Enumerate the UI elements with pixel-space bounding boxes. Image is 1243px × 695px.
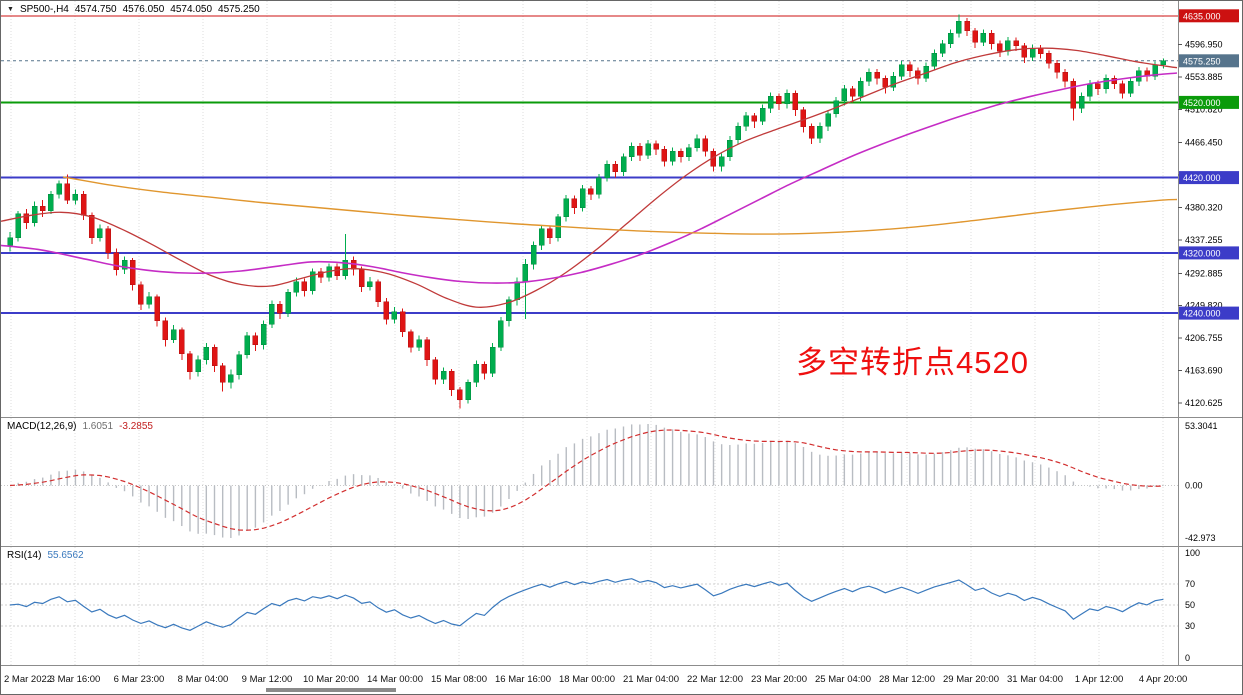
main-price-chart[interactable]: 4596.9504553.8854510.8204466.4504423.320… (1, 1, 1243, 417)
macd-main-value: 1.6051 (82, 421, 114, 432)
chart-header: ▼ SP500-,H4 4574.750 4576.050 4574.050 4… (7, 4, 260, 15)
time-axis-label: 31 Mar 04:00 (1007, 674, 1063, 685)
time-axis-label: 14 Mar 00:00 (367, 674, 423, 685)
rsi-panel: 100 70 50 30 0 RSI(14) 55.6562 (1, 547, 1242, 665)
svg-text:0: 0 (1185, 653, 1190, 663)
ma-slow-orange[interactable] (62, 176, 1178, 235)
open-value: 4574.750 (74, 4, 117, 15)
macd-signal-line (9, 429, 1164, 531)
svg-text:4380.320: 4380.320 (1185, 203, 1223, 213)
current-price-tag: 4575.250 (1179, 54, 1239, 68)
rsi-level-lines (1, 583, 1178, 627)
time-axis-label: 9 Mar 12:00 (241, 674, 293, 685)
ma-fast-red[interactable] (1, 47, 1178, 308)
rsi-label: RSI(14) 55.6562 (7, 550, 84, 561)
macd-label: MACD(12,26,9) 1.6051 -3.2855 (7, 421, 153, 432)
time-axis-label: 28 Mar 12:00 (879, 674, 935, 685)
svg-text:53.3041: 53.3041 (1185, 421, 1218, 431)
macd-axis: 53.3041 0.00 -42.973 (1185, 421, 1218, 543)
svg-text:4520.000: 4520.000 (1183, 98, 1221, 108)
gridlines (10, 418, 1164, 546)
time-axis-label: 3 Mar 16:00 (49, 674, 101, 685)
svg-text:100: 100 (1185, 548, 1200, 558)
svg-text:70: 70 (1185, 579, 1195, 589)
time-axis-label: 15 Mar 08:00 (431, 674, 487, 685)
price-tag-4420.000: 4420.000 (1179, 171, 1239, 185)
high-value: 4576.050 (122, 4, 165, 15)
macd-panel: 53.3041 0.00 -42.973 MACD(12,26,9) 1.6051 … (1, 418, 1242, 546)
svg-text:4320.000: 4320.000 (1183, 248, 1221, 258)
rsi-axis: 100 70 50 30 0 (1185, 548, 1200, 663)
macd-name: MACD(12,26,9) (7, 421, 77, 432)
time-axis-label: 23 Mar 20:00 (751, 674, 807, 685)
time-axis-label: 29 Mar 20:00 (943, 674, 999, 685)
svg-text:4596.950: 4596.950 (1185, 39, 1223, 49)
svg-text:4120.625: 4120.625 (1185, 398, 1223, 408)
time-axis-label: 8 Mar 04:00 (177, 674, 229, 685)
svg-text:4292.885: 4292.885 (1185, 268, 1223, 278)
time-axis-label: 22 Mar 12:00 (687, 674, 743, 685)
panel-separator[interactable] (1, 417, 1242, 418)
ma-mid-magenta[interactable] (1, 72, 1178, 284)
main-price-axis: 4596.9504553.8854510.8204466.4504423.320… (1178, 39, 1223, 408)
time-axis-label: 25 Mar 04:00 (815, 674, 871, 685)
trend-annotation: 多空转折点4520 (796, 345, 1029, 380)
time-axis-label: 18 Mar 00:00 (559, 674, 615, 685)
candlesticks (7, 14, 1167, 409)
svg-text:30: 30 (1185, 621, 1195, 631)
main-price-panel: 4596.9504553.8854510.8204466.4504423.320… (1, 1, 1242, 417)
svg-text:4466.450: 4466.450 (1185, 138, 1223, 148)
price-tag-4320.000: 4320.000 (1179, 246, 1239, 260)
svg-text:4635.000: 4635.000 (1183, 11, 1221, 21)
svg-text:4163.690: 4163.690 (1185, 366, 1223, 376)
price-tag-4520.000: 4520.000 (1179, 95, 1239, 109)
gridlines (10, 1, 1164, 417)
price-axis-background (1179, 547, 1242, 665)
svg-text:0.00: 0.00 (1185, 481, 1203, 491)
price-axis-background (1179, 1, 1242, 417)
svg-text:50: 50 (1185, 600, 1195, 610)
svg-text:4337.255: 4337.255 (1185, 235, 1223, 245)
gridlines (10, 547, 1164, 665)
svg-text:4420.000: 4420.000 (1183, 173, 1221, 183)
price-tag-4635.000: 4635.000 (1179, 9, 1239, 23)
price-axis-background (1179, 418, 1242, 546)
time-axis-label: 2 Mar 2022 (4, 674, 53, 685)
svg-text:4575.250: 4575.250 (1183, 56, 1221, 66)
svg-text:4553.885: 4553.885 (1185, 72, 1223, 82)
low-value: 4574.050 (170, 4, 213, 15)
svg-text:4240.000: 4240.000 (1183, 309, 1221, 319)
price-tag-4240.000: 4240.000 (1179, 306, 1239, 320)
horizontal-scrollbar[interactable] (266, 688, 396, 692)
symbol-timeframe-label: SP500-,H4 (19, 4, 69, 15)
panel-separator[interactable] (1, 665, 1242, 666)
svg-text:4206.755: 4206.755 (1185, 333, 1223, 343)
time-axis-label: 21 Mar 04:00 (623, 674, 679, 685)
svg-text:4249.820: 4249.820 (1185, 301, 1223, 311)
time-axis-label: 4 Apr 20:00 (1138, 674, 1188, 685)
rsi-indicator-chart[interactable]: 100 70 50 30 0 (1, 547, 1243, 665)
time-axis-label: 10 Mar 20:00 (303, 674, 359, 685)
rsi-line (9, 578, 1164, 631)
close-value: 4575.250 (218, 4, 260, 15)
rsi-value: 55.6562 (47, 550, 84, 561)
time-axis[interactable]: 2 Mar 2022 3 Mar 16:00 6 Mar 23:00 8 Mar 04… (1, 666, 1242, 694)
macd-signal-value: -3.2855 (119, 421, 153, 432)
svg-text:-42.973: -42.973 (1185, 533, 1216, 543)
macd-indicator-chart[interactable]: 53.3041 0.00 -42.973 (1, 418, 1243, 546)
rsi-name: RSI(14) (7, 550, 42, 561)
svg-text:4510.820: 4510.820 (1185, 104, 1223, 114)
time-axis-label: 6 Mar 23:00 (113, 674, 165, 685)
time-axis-label: 1 Apr 12:00 (1074, 674, 1124, 685)
chart-marker-icon: ▼ (7, 6, 14, 13)
time-axis-label: 16 Mar 16:00 (495, 674, 551, 685)
panel-separator[interactable] (1, 546, 1242, 547)
